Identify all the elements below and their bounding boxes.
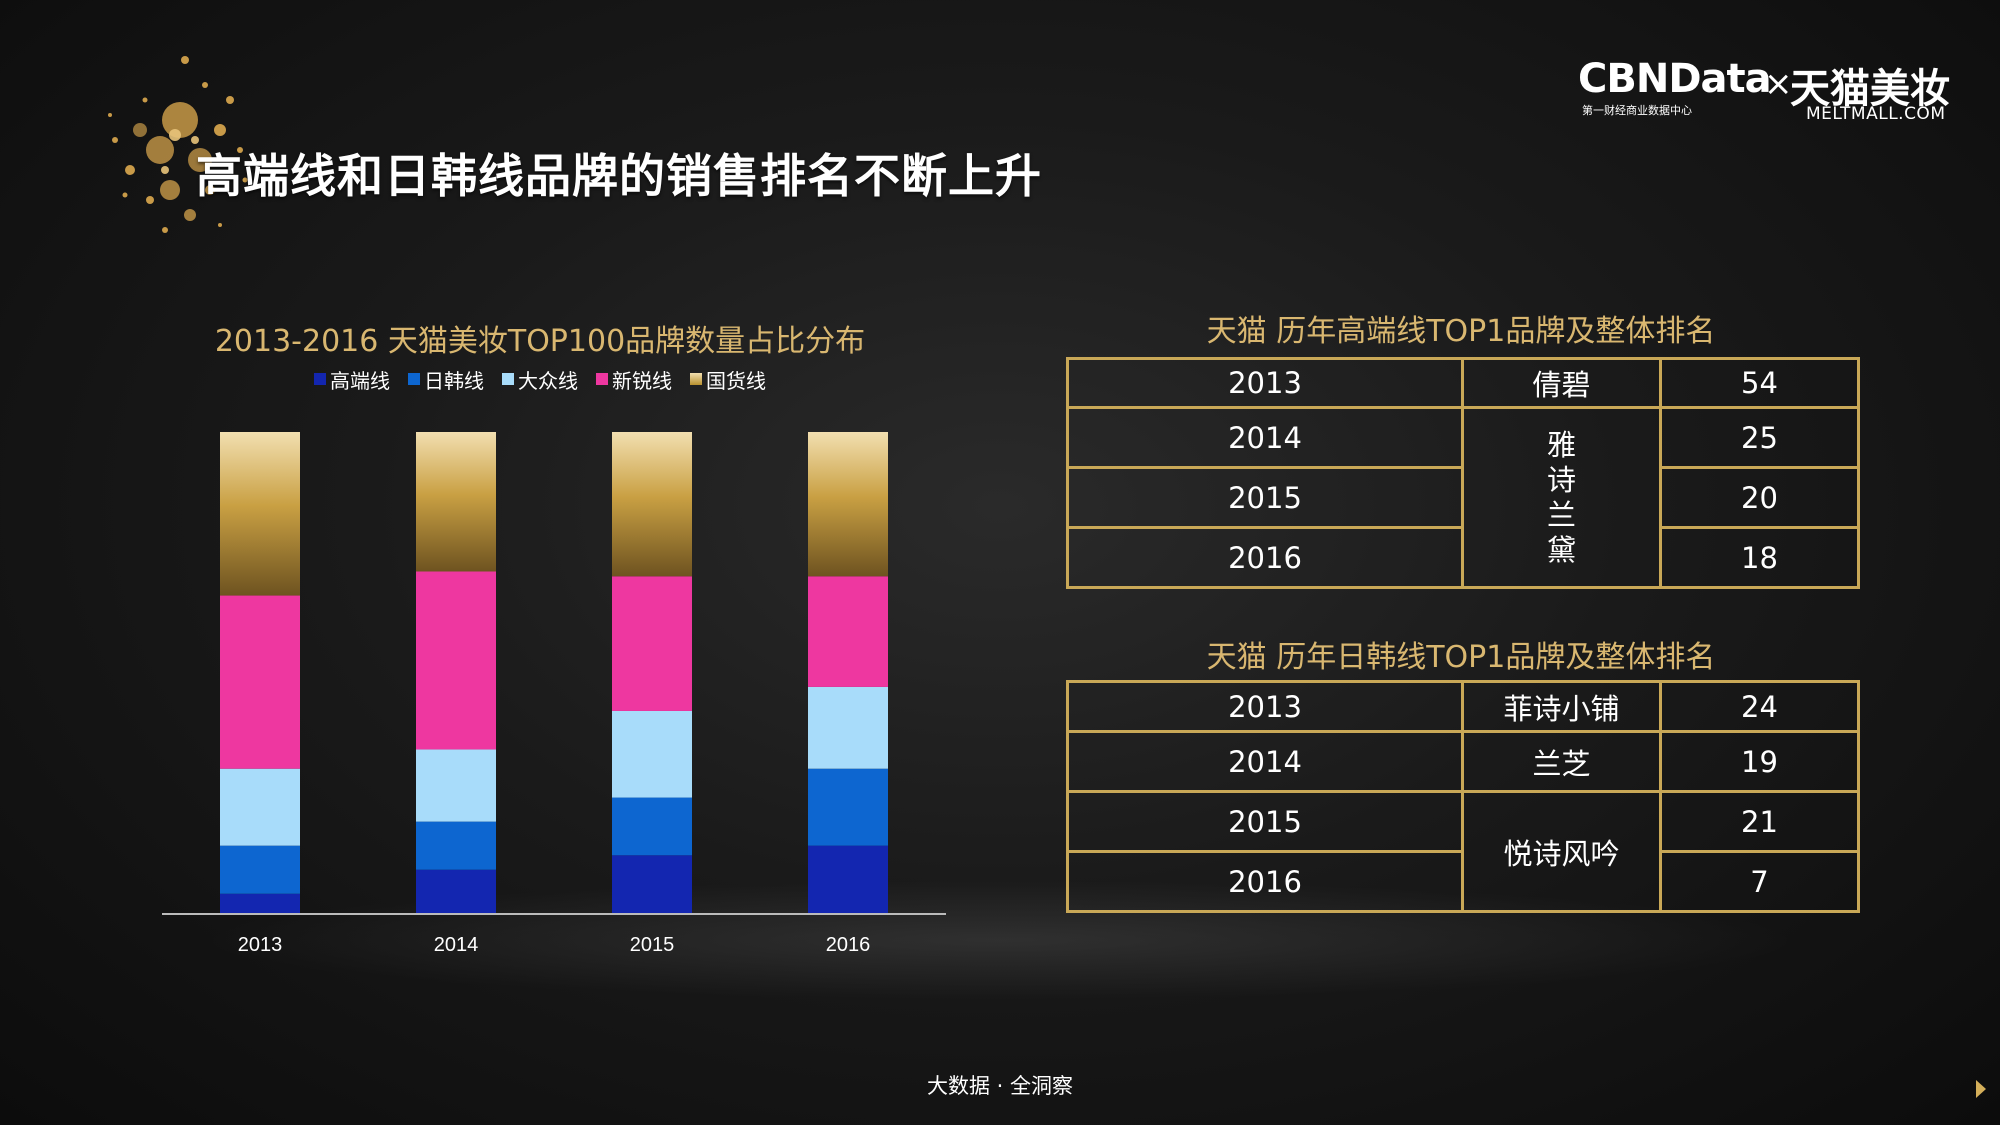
rank-cell: 20 [1658,466,1861,529]
bar-segment [416,749,496,822]
year-cell: 2014 [1065,406,1465,469]
rank-cell: 24 [1658,680,1861,733]
table-title-premium: 天猫 历年高端线TOP1品牌及整体排名 [1206,314,1716,349]
bar-segment [612,855,692,913]
logo-url: MELTMALL.COM [1806,104,1946,124]
table-row: 2015 20 [1065,466,1861,529]
table-row: 2016 18 [1065,526,1861,589]
brand-cell: 兰芝 [1461,730,1662,793]
next-slide-arrow-icon[interactable] [1976,1080,1986,1098]
table-row: 2015 悦诗风吟 21 [1065,790,1861,913]
brand-cell-merged: 悦诗风吟 [1461,790,1662,913]
bar-segment [220,768,300,846]
bar-segment [416,571,496,750]
legend-swatch [690,373,702,385]
legend-swatch [596,373,608,385]
gold-splatter-decoration [108,56,248,233]
legend-item: 新锐线 [596,366,672,393]
rank-cell: 54 [1658,357,1861,409]
premium-ranking-table: 2013 倩碧 54 2014 雅诗兰黛 25 2015 20 2016 18 [1065,357,1861,589]
footer-slogan: 大数据 · 全洞察 [926,1074,1074,1098]
bar-segment [220,845,300,894]
table-row: 2014 雅诗兰黛 25 [1065,406,1861,589]
brand-cell: 菲诗小铺 [1461,680,1662,733]
table-title-jk: 天猫 历年日韩线TOP1品牌及整体排名 [1206,640,1716,675]
stacked-bar-chart: 2013 2014 2015 2016 [162,432,946,956]
bar-segment [808,845,888,913]
year-cell: 2016 [1065,850,1465,913]
bar-segment [416,432,496,572]
bar-segment [808,432,888,577]
legend-label: 高端线 [330,368,390,393]
logo-partner: 天猫美妆 [1790,66,1950,112]
vertical-brand-name: 雅诗兰黛 [1464,428,1659,568]
vertical-brand-char: 诗 [1546,462,1576,497]
rank-cell: 18 [1658,526,1861,589]
bar-segment [416,821,496,870]
logo-cross: × [1764,64,1793,104]
bar-segment [220,595,300,769]
table-row: 2013 倩碧 54 [1065,357,1861,409]
legend-label: 日韩线 [424,368,484,393]
year-cell: 2013 [1065,357,1465,409]
legend-label: 大众线 [518,368,578,393]
bar-segment [808,686,888,769]
rank-cell: 7 [1658,850,1861,913]
year-cell: 2016 [1065,526,1465,589]
bar-segment [808,576,888,687]
year-cell: 2013 [1065,680,1465,733]
vertical-brand-char: 黛 [1546,532,1576,567]
x-tick-label: 2015 [630,934,675,956]
year-cell: 2015 [1065,466,1465,529]
legend-label: 国货线 [706,368,766,393]
x-tick-label: 2016 [826,934,871,956]
bar-segment [612,797,692,856]
legend-item: 高端线 [314,366,390,393]
legend-swatch [314,373,326,385]
jk-ranking-table: 2013 菲诗小铺 24 2014 兰芝 19 2015 悦诗风吟 21 201… [1065,680,1861,913]
chart-legend: 高端线 日韩线 大众线 新锐线 国货线 [314,366,766,393]
chart-title: 2013-2016 天猫美妆TOP100品牌数量占比分布 [214,324,866,359]
table-row: 2016 7 [1065,850,1861,913]
table-row: 2014 兰芝 19 [1065,730,1861,793]
legend-item: 国货线 [690,366,766,393]
bar-segment [416,869,496,913]
year-cell: 2014 [1065,730,1465,793]
legend-swatch [502,373,514,385]
legend-label: 新锐线 [612,368,672,393]
bar-segment [612,432,692,577]
x-tick-label: 2014 [434,934,479,956]
brand-cell: 倩碧 [1461,357,1662,409]
table-row: 2013 菲诗小铺 24 [1065,680,1861,733]
legend-item: 日韩线 [408,366,484,393]
bar-segment [808,768,888,846]
rank-cell: 25 [1658,406,1861,469]
bar-segment [220,893,300,913]
rank-cell: 21 [1658,790,1861,853]
logo-brand: CBNData [1578,56,1772,102]
bar-segment [612,576,692,711]
logo-subtitle: 第一财经商业数据中心 [1582,104,1692,117]
vertical-brand-char: 兰 [1546,497,1576,532]
legend-item: 大众线 [502,366,578,393]
year-cell: 2015 [1065,790,1465,853]
bar-segment [612,710,692,798]
cbndata-tmall-logo: CBNData × 天猫美妆 第一财经商业数据中心 MELTMALL.COM [1578,56,1968,130]
x-tick-label: 2013 [238,934,283,956]
vertical-brand-char: 雅 [1546,427,1576,462]
legend-swatch [408,373,420,385]
rank-cell: 19 [1658,730,1861,793]
page-title: 高端线和日韩线品牌的销售排名不断上升 [196,149,1042,203]
bar-segment [220,432,300,596]
brand-cell-merged: 雅诗兰黛 [1461,406,1662,589]
